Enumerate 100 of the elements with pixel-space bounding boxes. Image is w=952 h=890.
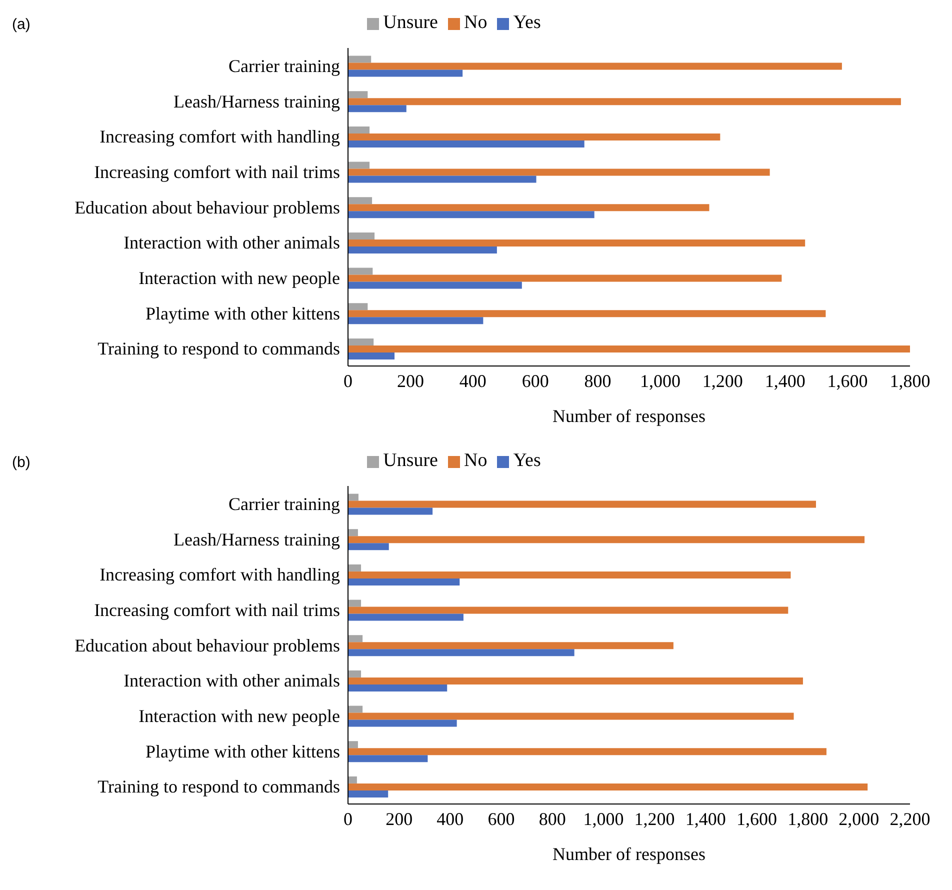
bar	[348, 91, 368, 98]
x-tick-label: 400	[436, 808, 464, 829]
x-tick-label: 1,600	[827, 370, 868, 391]
x-tick-label: 1,000	[583, 808, 624, 829]
legend-label: Yes	[513, 450, 541, 471]
bar	[348, 600, 362, 607]
bar	[348, 536, 865, 544]
y-tick-label: Increasing comfort with handling	[100, 126, 340, 147]
legend-label: Unsure	[383, 12, 438, 33]
bar	[348, 162, 370, 169]
bar	[348, 197, 372, 204]
bar	[348, 310, 826, 318]
y-tick-label: Playtime with other kittens	[146, 303, 340, 324]
y-tick-label: Interaction with new people	[138, 268, 340, 288]
bar	[348, 176, 536, 183]
bar	[348, 500, 816, 508]
bar	[348, 755, 428, 762]
bar	[348, 606, 788, 614]
y-tick-label: Increasing comfort with handling	[100, 564, 340, 585]
bar	[348, 56, 372, 63]
x-tick-label: 2,000	[838, 808, 880, 829]
bar	[348, 246, 497, 254]
bar	[348, 345, 910, 352]
bar	[348, 70, 463, 77]
bar	[348, 529, 358, 536]
legend-label: Unsure	[383, 450, 438, 471]
bar	[348, 268, 373, 275]
text: (b)	[12, 454, 30, 471]
y-tick-label: Training to respond to commands	[98, 776, 340, 797]
bar	[348, 239, 806, 246]
bar	[348, 140, 584, 148]
bar	[348, 578, 460, 586]
x-axis-title: Number of responses	[552, 844, 706, 864]
y-tick-label: Interaction with other animals	[124, 670, 340, 691]
bar	[348, 720, 457, 727]
x-tick-label: 1,400	[685, 808, 726, 829]
x-tick-label: 1,800	[788, 808, 828, 829]
bar	[348, 274, 782, 282]
y-tick-label: Education about behaviour problems	[74, 197, 340, 218]
bar	[348, 126, 370, 134]
y-tick-label: Leash/Harness training	[174, 529, 340, 550]
x-tick-label: 200	[386, 808, 413, 829]
bar	[348, 204, 710, 212]
bar	[348, 282, 522, 289]
x-tick-label: 1,800	[890, 370, 930, 391]
x-tick-label: 600	[522, 370, 549, 391]
x-tick-label: 800	[584, 370, 612, 391]
bar	[348, 352, 395, 360]
bar	[348, 677, 803, 684]
bar	[348, 338, 374, 346]
x-tick-label: 1,000	[640, 370, 680, 391]
x-axis-title: Number of responses	[552, 406, 706, 426]
x-tick-label: 200	[396, 370, 424, 391]
x-tick-label: 400	[459, 370, 486, 391]
bar	[348, 642, 674, 650]
bar	[348, 614, 464, 621]
legend-label: No	[464, 450, 488, 471]
bar	[348, 62, 842, 70]
bar	[348, 571, 791, 578]
bar	[348, 684, 448, 692]
y-tick-label: Education about behaviour problems	[74, 635, 340, 656]
x-tick-label: 0	[344, 808, 352, 829]
y-tick-label: Increasing comfort with nail trims	[94, 162, 340, 182]
bar	[348, 168, 770, 176]
x-tick-label: 800	[538, 808, 566, 829]
y-tick-label: Playtime with other kittens	[146, 741, 340, 762]
bar	[348, 564, 362, 572]
text: (a)	[12, 16, 30, 33]
bar	[348, 211, 594, 218]
y-tick-label: Interaction with other animals	[124, 232, 340, 253]
bar	[348, 133, 720, 140]
y-tick-label: Interaction with new people	[138, 706, 340, 726]
bar	[348, 649, 574, 656]
legend-label: No	[464, 12, 488, 33]
bar	[348, 494, 358, 501]
bar	[348, 303, 368, 310]
bar	[348, 232, 375, 240]
x-tick-label: 1,600	[736, 808, 777, 829]
bar	[348, 98, 901, 106]
bar	[348, 670, 362, 678]
bar	[348, 508, 433, 515]
bar	[348, 748, 826, 756]
bar	[348, 706, 363, 713]
x-tick-label: 600	[488, 808, 515, 829]
bar	[348, 783, 868, 790]
bar	[348, 543, 389, 550]
x-tick-label: 2,200	[890, 808, 930, 829]
bar	[348, 712, 794, 720]
bar	[348, 317, 484, 324]
x-tick-label: 0	[344, 370, 352, 391]
x-tick-label: 1,200	[702, 370, 743, 391]
y-tick-label: Increasing comfort with nail trims	[94, 600, 340, 620]
bar	[348, 741, 358, 748]
bar	[348, 790, 388, 798]
bar	[348, 635, 363, 642]
y-tick-label: Training to respond to commands	[98, 338, 340, 359]
bar	[348, 105, 406, 112]
y-tick-label: Carrier training	[228, 494, 340, 514]
x-tick-label: 1,400	[764, 370, 806, 391]
x-tick-label: 1,200	[634, 808, 675, 829]
